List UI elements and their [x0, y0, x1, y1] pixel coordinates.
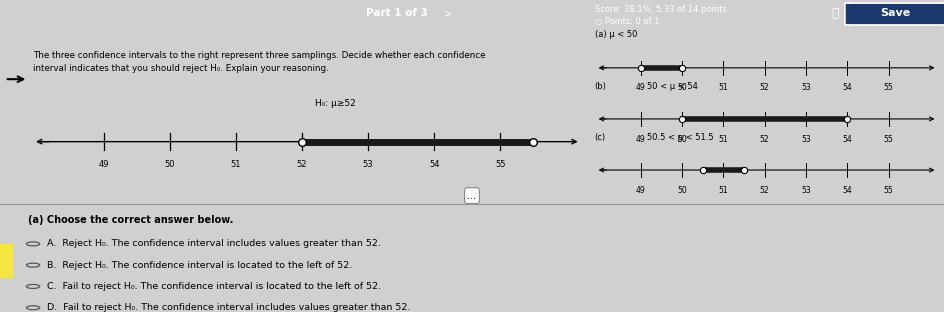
Text: 50: 50	[677, 134, 687, 144]
Text: 50: 50	[677, 186, 687, 195]
Text: 49: 49	[98, 160, 110, 169]
Text: 49: 49	[636, 186, 646, 195]
Text: 52: 52	[296, 160, 308, 169]
Text: 49: 49	[636, 134, 646, 144]
FancyBboxPatch shape	[845, 3, 944, 25]
Text: H₀: μ≥52: H₀: μ≥52	[314, 99, 356, 108]
Text: 51: 51	[718, 186, 728, 195]
Text: C.  Fail to reject H₀. The confidence interval is located to the left of 52.: C. Fail to reject H₀. The confidence int…	[47, 282, 381, 291]
Text: D.  Fail to reject H₀. The confidence interval includes values greater than 52.: D. Fail to reject H₀. The confidence int…	[47, 303, 411, 312]
Text: 55: 55	[884, 134, 893, 144]
Text: 54: 54	[429, 160, 440, 169]
Text: (a) Choose the correct answer below.: (a) Choose the correct answer below.	[28, 216, 234, 226]
Text: 55: 55	[884, 186, 893, 195]
Text: Save: Save	[881, 8, 911, 18]
Text: 50.5 < μ < 51.5: 50.5 < μ < 51.5	[647, 133, 714, 142]
Text: 50: 50	[677, 83, 687, 92]
Text: 52: 52	[760, 186, 769, 195]
Text: B.  Reject H₀. The confidence interval is located to the left of 52.: B. Reject H₀. The confidence interval is…	[47, 261, 352, 270]
Text: 51: 51	[230, 160, 242, 169]
Text: 50 < μ < 54: 50 < μ < 54	[647, 81, 698, 90]
Text: (a) μ < 50: (a) μ < 50	[595, 31, 637, 39]
Text: ...: ...	[467, 191, 477, 201]
Text: 51: 51	[718, 83, 728, 92]
Text: 54: 54	[842, 186, 852, 195]
Text: 52: 52	[760, 134, 769, 144]
Text: ○ Points: 0 of 1: ○ Points: 0 of 1	[595, 17, 659, 26]
Text: 52: 52	[760, 83, 769, 92]
Text: 53: 53	[801, 186, 811, 195]
Text: 49: 49	[636, 83, 646, 92]
Text: 53: 53	[801, 134, 811, 144]
Text: 55: 55	[495, 160, 506, 169]
Text: The three confidence intervals to the right represent three samplings. Decide wh: The three confidence intervals to the ri…	[33, 51, 485, 73]
Text: 55: 55	[884, 83, 893, 92]
Text: 53: 53	[362, 160, 374, 169]
Text: A.  Reject H₀. The confidence interval includes values greater than 52.: A. Reject H₀. The confidence interval in…	[47, 239, 381, 248]
Text: (c): (c)	[595, 133, 606, 142]
Text: 54: 54	[842, 134, 852, 144]
Text: ⓘ: ⓘ	[832, 7, 839, 20]
FancyBboxPatch shape	[0, 244, 13, 278]
Text: Part 1 of 3: Part 1 of 3	[365, 8, 428, 18]
Text: 51: 51	[718, 134, 728, 144]
Text: Score: 38.1%, 5.33 of 14 points: Score: 38.1%, 5.33 of 14 points	[595, 5, 727, 14]
Text: >: >	[444, 8, 452, 18]
Text: 50: 50	[164, 160, 176, 169]
Text: 54: 54	[842, 83, 852, 92]
Text: 53: 53	[801, 83, 811, 92]
Text: (b): (b)	[595, 81, 607, 90]
